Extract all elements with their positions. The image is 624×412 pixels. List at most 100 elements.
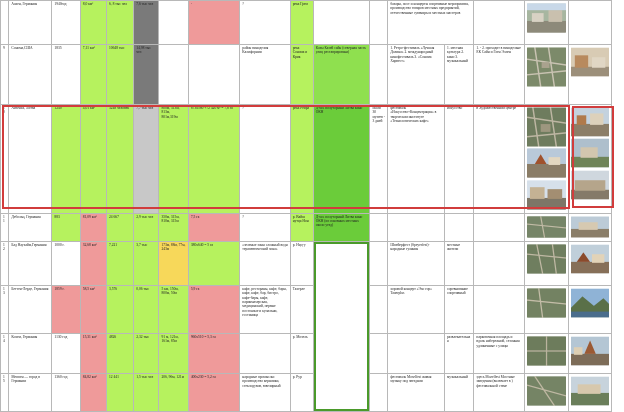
cell-c11 <box>369 212 389 243</box>
cell-c6: 800м, 313м, 813м, 801м,319м <box>158 104 189 214</box>
cell-c7: 873х580 +72 420 м² = 7,8 га <box>187 104 241 214</box>
cell-pop: 7,221 <box>105 241 135 287</box>
table-row: 9 Сонома,США 1835 7,11 км² 10648 тыс 14,… <box>0 44 613 105</box>
cell-c13: соревнование спортивный <box>443 285 475 335</box>
street-photo-icon <box>570 47 609 77</box>
cell-density: 0,06 тыс <box>133 285 160 335</box>
cell-c11 <box>369 44 389 105</box>
cell-area: 84,82 км² <box>79 373 108 412</box>
cell-area: 15,31 км² <box>79 333 108 375</box>
cell-c13 <box>443 212 475 243</box>
cell-c6: 350м, 315м, 810м, 315м <box>158 212 189 243</box>
cell-pop: 4826 <box>105 333 135 375</box>
cell-pop: 6, 8 тыс чел <box>105 0 135 45</box>
cell-founded: 1240 <box>51 104 81 214</box>
cell-c11 <box>369 241 389 287</box>
photo-cell <box>523 333 569 375</box>
photo-cell <box>567 241 613 287</box>
table-row: 13 Беттен-Лерде, Германия 1859 г. 58,5 к… <box>0 285 613 335</box>
cell-c14 <box>473 0 525 45</box>
photo-cell <box>567 373 613 412</box>
cell-c13: развлекательная <box>443 333 475 375</box>
photo-cell <box>523 0 569 45</box>
cell-c9: р. Рур <box>289 373 314 412</box>
photo-cell <box>567 285 613 335</box>
cell-c12: фестиваль Moselfest живая музыку под зве… <box>387 373 445 412</box>
cell-c7: 5,9 га <box>187 285 241 335</box>
photo-cell <box>523 104 569 214</box>
cell-city: Меппен — город в Германии <box>8 373 53 412</box>
cell-c9: р. Нид-у <box>289 241 314 287</box>
cell-area: 4,01 км² <box>79 104 108 214</box>
cell-density: 14,98 тыс чел <box>133 44 160 105</box>
cell-pop: 12 441 <box>105 373 135 412</box>
cell-c10: Д-мл. полуторный Литва кино ОКН <box>312 104 371 214</box>
cell-density: 1,5 тыс чел <box>133 373 160 412</box>
cell-density: 3,7 тыс <box>133 241 160 287</box>
cell-c12: Шпейерфест (Speyerfest)- народные гуляни… <box>387 241 445 287</box>
cell-c10: Казы Казей сайн (северная часть улиц рес… <box>312 44 371 105</box>
aerial-map-icon <box>526 216 566 238</box>
cell-pop: 3248 человек <box>105 104 135 214</box>
cell-c13: 1. местная культура 2. кино 3. музыкальн… <box>443 44 475 105</box>
cell-c9: р. Вайш нутца Нон <box>289 212 314 243</box>
aerial-map-icon <box>526 376 567 407</box>
cell-pop: 3,576 <box>105 285 135 335</box>
cell-c9: река Рейра <box>289 104 314 214</box>
cell-founded: 1835 <box>51 44 81 105</box>
town-photo-icon <box>526 148 566 178</box>
cell-c8: ? <box>239 0 291 45</box>
cell-num: 13 <box>0 285 10 335</box>
cell-c10 <box>312 0 371 45</box>
cell-c14: парковочная площадь и вдоль набережной, … <box>473 333 525 375</box>
cell-density: 2,32 тыс <box>133 333 160 375</box>
cell-city: Бад Наухайм,Германия <box>8 241 53 287</box>
cell-c14: здесь Mozelfest Мостные заведения (включ… <box>473 373 525 412</box>
cell-num <box>0 0 10 45</box>
cell-c13: искусство <box>443 104 475 214</box>
cell-city: Кохем, Германия <box>8 333 53 375</box>
cell-c9: река Сонома и Крик <box>289 44 314 105</box>
cell-founded: 883 <box>51 212 81 243</box>
cell-num: 15 <box>0 373 10 412</box>
cell-c11 <box>369 285 389 335</box>
table-row: 12 Бад Наухайм,Германия 1000 г. 32,68 км… <box>0 241 613 412</box>
cell-c12: фестиваль «Искусство+Концентрация» в тво… <box>387 104 445 214</box>
cell-c7: 960х510 = 5,3 га <box>187 333 241 375</box>
cell-city: Аахен, Германия <box>8 0 53 45</box>
town-photo-icon <box>526 3 566 33</box>
aerial-map-icon <box>526 107 566 147</box>
photo-cell <box>567 104 613 214</box>
cell-c8 <box>239 333 291 375</box>
cell-c6: 5 км, 150м, 800м, 50м <box>158 285 189 335</box>
cell-area: 58,5 км² <box>79 285 108 335</box>
cell-pop: 24 667 <box>105 212 135 243</box>
cell-c8: народные промыслы: производство керамики… <box>239 373 291 412</box>
cell-area: 32,68 км² <box>79 241 108 287</box>
cell-c7: 400х230 = 5,2 га <box>187 373 241 412</box>
cell-c14 <box>473 241 525 287</box>
cell-c6: 173м, 88м, 77м, 243м <box>158 241 189 287</box>
cell-c10: Д-мл. полуторный Литва кино ОКН (из осно… <box>312 212 371 243</box>
cell-area: 8,0 км² <box>79 0 108 45</box>
cell-num: 10 <box>0 104 10 214</box>
cell-c9: Тахерле <box>289 285 314 335</box>
cell-c8: кафе, рестораны, кафе, бары, кафе, кафе,… <box>239 285 291 335</box>
cell-c14: 1. - 2. проходит в винодельне ЕК Сайн и … <box>473 44 525 105</box>
cell-c11 <box>369 333 389 375</box>
photo-cell <box>523 373 569 412</box>
cell-c11 <box>369 373 389 412</box>
cell-area: 81,09 км² <box>79 212 108 243</box>
photo-cell <box>523 241 569 287</box>
town-photo-icon <box>570 138 609 168</box>
cell-num: 11 <box>0 212 10 243</box>
cell-c8: район виноделия Калифорнии <box>239 44 291 105</box>
photo-cell <box>567 212 613 243</box>
cell-founded: 1360 год <box>51 373 81 412</box>
cell-c9: река Грем <box>289 0 314 45</box>
cell-c6 <box>158 44 189 105</box>
photo-cell <box>523 212 569 243</box>
cell-num: 9 <box>0 44 10 105</box>
cell-c13: местные жители <box>443 241 475 287</box>
